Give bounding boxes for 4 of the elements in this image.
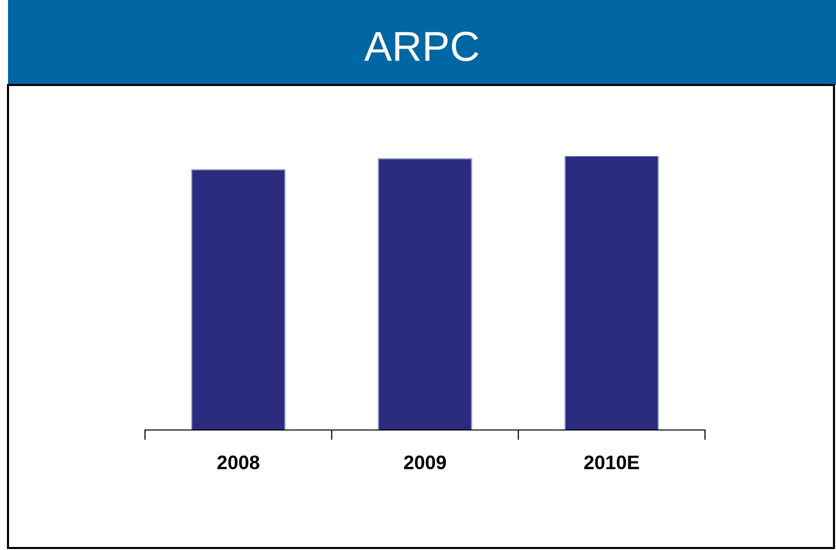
x-tick-label: 2008: [217, 456, 260, 470]
chart-title: ARPC: [364, 32, 478, 62]
x-tick-label: 2010E: [584, 456, 640, 470]
x-tick-label: 2009: [404, 456, 446, 470]
